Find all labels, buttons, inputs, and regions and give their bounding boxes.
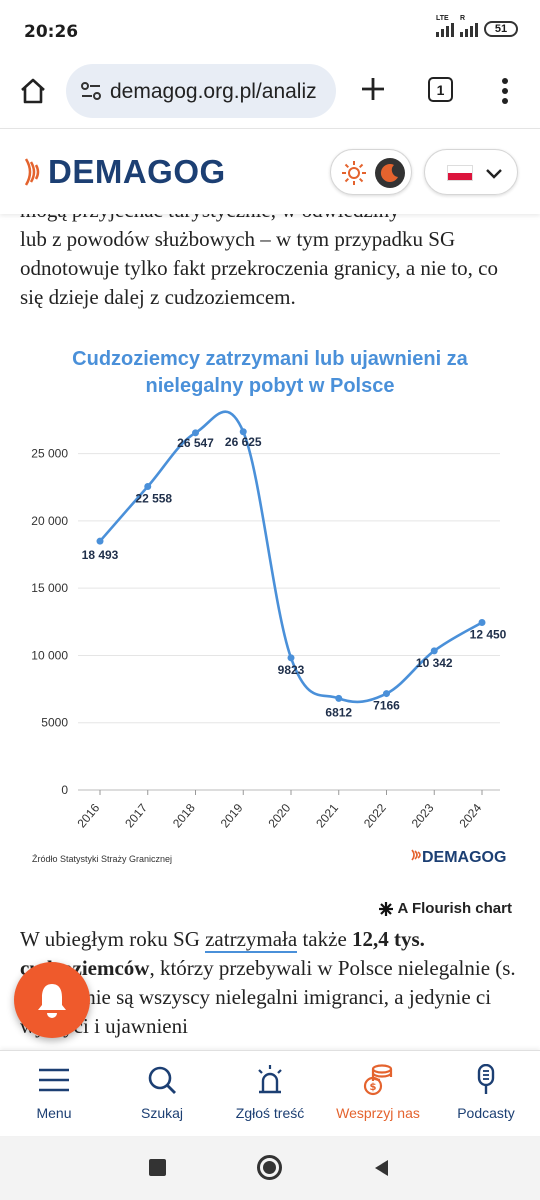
moon-icon [375,158,405,188]
nav-support-label: Wesprzyj nas [336,1105,420,1121]
y-tick-label: 20 000 [31,514,68,528]
data-point [335,694,343,702]
logo-text: DEMAGOG [48,153,226,190]
data-label: 26 625 [225,435,262,449]
nav-podcasts-label: Podcasty [457,1105,515,1121]
y-tick-label: 0 [61,783,68,797]
alarm-light-icon [258,1065,282,1094]
nav-report-label: Zgłoś treść [235,1105,305,1121]
data-point [430,647,438,655]
notifications-button[interactable] [14,962,90,1038]
line-chart: 0 5000 10 000 15 000 20 000 25 000 2016 2017 201… [31,410,507,866]
roaming-indicator: R [460,15,466,22]
data-label: 22 558 [135,491,172,505]
x-tick-label: 2016 [74,801,102,831]
x-tick-label: 2023 [409,801,437,831]
article-text: lub z powodów służbowych – w tym przypad… [20,227,498,309]
article-paragraph-bottom: W ubiegłym roku SG zatrzymała także 12,4… [20,925,520,1041]
nav-search-label: Szukaj [140,1105,184,1121]
battery-icon: 51 [484,21,518,37]
bottom-navigation: Menu Szukaj Zgłoś treść $ Wesprzyj nas P… [0,1050,540,1136]
recents-button[interactable] [149,1159,166,1176]
data-point [144,482,152,490]
y-tick-label: 15 000 [31,581,68,595]
site-header: DEMAGOG [0,128,540,214]
coins-icon: $ [363,1064,393,1096]
data-point [478,618,486,626]
article-text: W ubiegłym roku SG [20,927,206,951]
nav-menu[interactable]: Menu [0,1051,108,1136]
browser-toolbar: demagog.org.pl/analiz 1 [0,62,540,128]
data-label: 10 342 [416,656,453,670]
language-selector[interactable] [424,149,518,195]
new-tab-icon[interactable] [358,74,388,104]
menu-icon [39,1068,69,1092]
signal-icon: LTE [436,15,454,37]
article-text: także [297,927,353,951]
more-menu-icon[interactable] [500,76,510,106]
back-button[interactable] [372,1158,390,1178]
data-point [287,654,295,662]
clock: 20:26 [24,22,79,42]
data-label: 9823 [278,663,305,677]
site-settings-icon[interactable] [80,81,102,101]
data-point [383,690,390,698]
data-point [239,428,247,436]
y-tick-label: 25 000 [31,447,68,461]
data-label: 26 547 [177,436,214,450]
chart-title: Cudzoziemcy zatrzymani lub ujawnieni za … [72,348,468,397]
chart-source: Źródło Statystyki Straży Granicznej [32,854,172,864]
network-type: LTE [436,15,449,22]
microphone-icon [477,1064,495,1094]
site-logo[interactable]: DEMAGOG [20,153,226,191]
flourish-asterisk-icon [378,901,393,916]
svg-text:$: $ [370,1082,377,1093]
chevron-down-icon [486,169,502,179]
data-label: 7166 [373,699,400,713]
theme-toggle[interactable] [330,149,412,195]
search-icon [148,1066,176,1094]
chart-brand-logo [411,849,421,861]
series-line [99,410,483,704]
logo-waves-icon [24,158,40,186]
home-button[interactable] [257,1155,282,1180]
polish-flag-icon [447,165,473,181]
nav-support[interactable]: $ Wesprzyj nas [324,1051,432,1136]
address-bar[interactable]: demagog.org.pl/analiz [66,64,336,118]
y-tick-label: 5000 [41,716,68,730]
data-label: 6812 [325,705,352,719]
status-icons: LTE R 51 [436,15,518,37]
brand-wave [417,851,421,859]
x-tick-label: 2017 [122,801,150,831]
x-tick-label: 2021 [313,801,341,831]
flourish-label: A Flourish chart [397,900,512,917]
x-tick-label: 2024 [456,801,484,831]
x-tick-label: 2018 [170,801,198,831]
nav-report[interactable]: Zgłoś treść [216,1051,324,1136]
url-text: demagog.org.pl/analiz [110,80,317,103]
system-navigation [0,1136,540,1200]
data-point [192,429,199,437]
tab-switcher-button[interactable]: 1 [428,77,453,102]
article-link[interactable]: zatrzymała [205,927,298,953]
nav-menu-label: Menu [36,1105,72,1121]
status-bar: 20:26 LTE R 51 [0,0,540,62]
nav-search[interactable]: Szukaj [108,1051,216,1136]
y-tick-label: 10 000 [31,648,68,662]
data-point [96,537,104,545]
data-label: 18 493 [82,548,119,562]
flourish-credit[interactable]: A Flourish chart [378,900,512,917]
home-icon[interactable] [18,76,48,106]
brand-wave [414,850,418,860]
nav-podcasts[interactable]: Podcasty [432,1051,540,1136]
x-tick-label: 2020 [265,801,293,831]
x-tick-label: 2022 [361,801,389,831]
x-tick-label: 2019 [218,801,246,831]
brand-wave [411,849,415,861]
bell-icon [38,984,66,1018]
chart-brand: DEMAGOG [422,849,506,866]
signal-roaming-icon: R [460,15,478,37]
data-label: 12 450 [470,627,507,641]
sun-icon [342,161,366,185]
